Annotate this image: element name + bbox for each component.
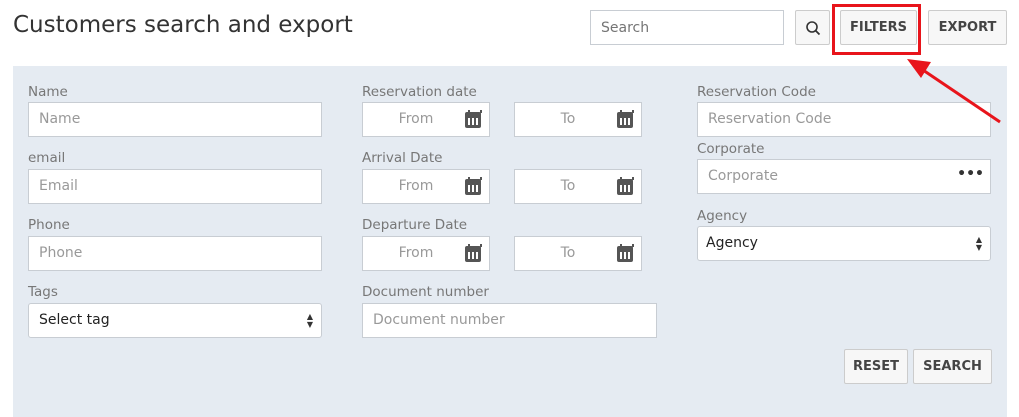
calendar-icon[interactable] [617,177,634,195]
search-icon [805,21,820,36]
from-text: From [398,111,434,127]
agency-label: Agency [697,208,748,224]
arrival-date-to[interactable]: To [514,169,642,204]
reservation-date-to[interactable]: To [514,102,642,137]
document-number-label: Document number [362,284,489,300]
arrival-date-label: Arrival Date [362,150,443,166]
select-arrows-icon: ▲ ▼ [306,312,313,329]
page-title: Customers search and export [13,12,353,38]
search-submit-button[interactable]: SEARCH [913,349,992,384]
calendar-icon[interactable] [617,244,634,262]
name-label: Name [28,84,68,100]
corporate-label: Corporate [697,141,765,157]
reset-button[interactable]: RESET [844,349,908,384]
departure-date-label: Departure Date [362,217,468,233]
calendar-icon[interactable] [465,177,482,195]
email-input[interactable]: Email [28,169,322,204]
reservation-date-label: Reservation date [362,84,477,100]
departure-date-from[interactable]: From [362,236,490,271]
from-text: From [398,245,434,261]
corporate-placeholder: Corporate [708,168,778,184]
reservation-code-input[interactable]: Reservation Code [697,102,991,137]
name-input[interactable]: Name [28,102,322,137]
arrival-date-from[interactable]: From [362,169,490,204]
email-label: email [28,150,66,166]
phone-input[interactable]: Phone [28,236,322,271]
search-button[interactable] [795,10,830,45]
to-text: To [560,178,576,194]
document-number-input[interactable]: Document number [362,303,657,338]
more-icon[interactable]: ••• [957,166,984,182]
calendar-icon[interactable] [465,244,482,262]
reservation-date-from[interactable]: From [362,102,490,137]
agency-value: Agency [706,235,758,251]
highlight-box [832,4,921,55]
departure-date-to[interactable]: To [514,236,642,271]
filters-button[interactable]: FILTERS [840,10,917,45]
to-text: To [560,111,576,127]
agency-select[interactable]: Agency ▲ ▼ [697,226,991,261]
to-text: To [560,245,576,261]
corporate-input[interactable]: Corporate ••• [697,159,991,194]
tags-select[interactable]: Select tag ▲ ▼ [28,303,322,338]
tags-label: Tags [28,284,58,300]
select-arrows-icon: ▲ ▼ [975,235,982,252]
calendar-icon[interactable] [465,110,482,128]
annotation-arrow-icon [907,59,1001,124]
calendar-icon[interactable] [617,110,634,128]
tags-value: Select tag [39,312,110,328]
phone-label: Phone [28,217,70,233]
search-input[interactable] [590,10,784,45]
reservation-code-label: Reservation Code [697,84,816,100]
export-button[interactable]: EXPORT [928,10,1007,45]
from-text: From [398,178,434,194]
